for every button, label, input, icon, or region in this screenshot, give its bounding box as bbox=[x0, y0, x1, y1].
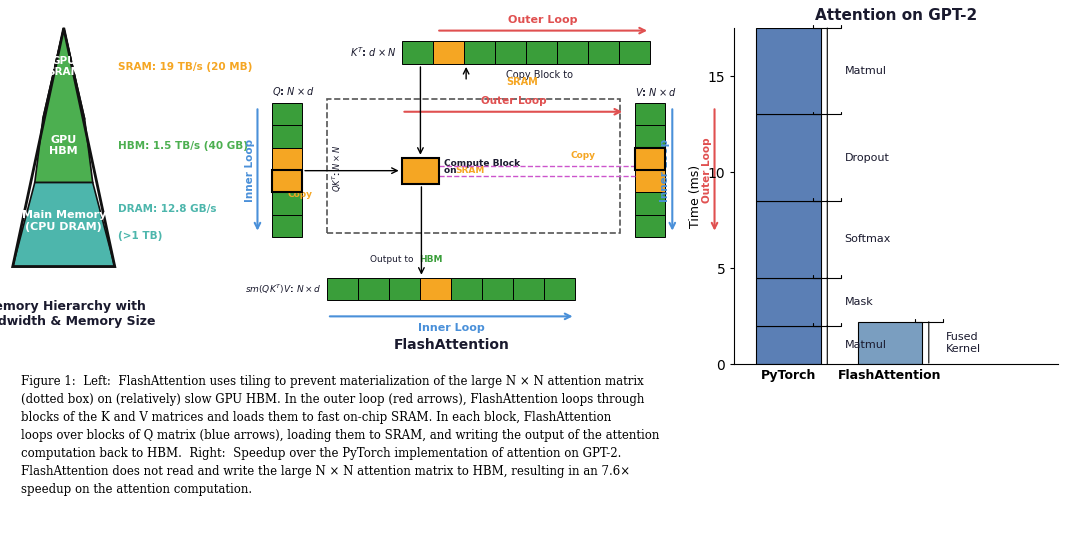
Text: DRAM: 12.8 GB/s: DRAM: 12.8 GB/s bbox=[118, 204, 217, 214]
Bar bbox=[402, 41, 433, 64]
Bar bbox=[272, 103, 302, 125]
Text: HBM: HBM bbox=[419, 255, 443, 264]
Bar bbox=[635, 214, 665, 237]
Text: $V$: $N\times d$: $V$: $N\times d$ bbox=[635, 86, 676, 97]
Text: Copy: Copy bbox=[287, 190, 312, 199]
Text: SRAM: 19 TB/s (20 MB): SRAM: 19 TB/s (20 MB) bbox=[118, 62, 253, 72]
Bar bbox=[635, 192, 665, 214]
Text: Figure 1:  Left:  FlashAttention uses tiling to prevent materialization of the l: Figure 1: Left: FlashAttention uses tili… bbox=[22, 375, 660, 496]
Text: Matmul: Matmul bbox=[845, 66, 887, 76]
Text: Outer Loop: Outer Loop bbox=[509, 15, 578, 25]
Text: $K^T$: $d\times N$: $K^T$: $d\times N$ bbox=[351, 45, 396, 59]
Polygon shape bbox=[43, 28, 84, 119]
Bar bbox=[756, 325, 821, 364]
Text: Mask: Mask bbox=[845, 297, 874, 307]
Bar bbox=[272, 192, 302, 214]
Bar bbox=[544, 278, 576, 301]
Text: Memory Hierarchy with
Bandwidth & Memory Size: Memory Hierarchy with Bandwidth & Memory… bbox=[0, 300, 156, 328]
Text: SRAM: SRAM bbox=[505, 77, 538, 87]
Bar bbox=[635, 148, 665, 170]
Text: Softmax: Softmax bbox=[845, 234, 891, 244]
Text: GPU
SRAM: GPU SRAM bbox=[46, 56, 81, 77]
Bar bbox=[635, 170, 665, 192]
Text: $sm(QK^T)V$: $N\times d$: $sm(QK^T)V$: $N\times d$ bbox=[245, 282, 322, 296]
Bar bbox=[272, 170, 302, 192]
Text: Outer Loop: Outer Loop bbox=[702, 137, 712, 203]
Bar bbox=[463, 41, 495, 64]
Text: Copy: Copy bbox=[570, 151, 595, 160]
Polygon shape bbox=[35, 28, 93, 183]
Bar bbox=[495, 41, 526, 64]
Bar bbox=[756, 278, 821, 325]
Text: GPU
HBM: GPU HBM bbox=[50, 135, 78, 156]
Text: FlashAttention: FlashAttention bbox=[393, 338, 509, 352]
Text: Matmul: Matmul bbox=[845, 340, 887, 350]
Text: Compute Block: Compute Block bbox=[444, 159, 519, 168]
Bar bbox=[526, 41, 557, 64]
Y-axis label: Time (ms): Time (ms) bbox=[689, 165, 702, 227]
Bar bbox=[402, 157, 438, 184]
Text: (>1 TB): (>1 TB) bbox=[118, 231, 163, 241]
Bar bbox=[557, 41, 588, 64]
Text: on: on bbox=[444, 166, 459, 175]
Bar bbox=[451, 278, 483, 301]
Text: Outer Loop: Outer Loop bbox=[481, 96, 546, 106]
Bar bbox=[420, 278, 451, 301]
Text: Inner Loop: Inner Loop bbox=[660, 138, 670, 202]
Bar bbox=[588, 41, 619, 64]
Text: Fused
Kernel: Fused Kernel bbox=[946, 332, 982, 354]
Bar bbox=[858, 322, 922, 364]
Bar bbox=[756, 28, 821, 114]
Title: Attention on GPT-2: Attention on GPT-2 bbox=[815, 8, 977, 22]
Bar bbox=[756, 201, 821, 278]
Bar bbox=[327, 278, 359, 301]
Text: Inner Loop: Inner Loop bbox=[245, 138, 255, 202]
Bar bbox=[272, 148, 302, 170]
Text: Output to: Output to bbox=[370, 255, 417, 264]
Text: $Q$: $N\times d$: $Q$: $N\times d$ bbox=[272, 85, 315, 97]
Text: Inner Loop: Inner Loop bbox=[418, 324, 485, 333]
Bar bbox=[327, 100, 620, 234]
Text: SRAM: SRAM bbox=[455, 166, 485, 175]
Text: $QK^T$: $N\times N$: $QK^T$: $N\times N$ bbox=[330, 144, 343, 192]
Bar bbox=[635, 125, 665, 148]
Bar bbox=[635, 103, 665, 125]
Bar bbox=[389, 278, 420, 301]
Text: HBM: 1.5 TB/s (40 GB): HBM: 1.5 TB/s (40 GB) bbox=[118, 141, 248, 151]
Bar bbox=[483, 278, 513, 301]
Bar bbox=[635, 148, 665, 170]
Bar bbox=[433, 41, 463, 64]
Bar bbox=[619, 41, 650, 64]
Text: Copy Block to: Copy Block to bbox=[505, 69, 576, 80]
Bar bbox=[513, 278, 544, 301]
Text: Main Memory
(CPU DRAM): Main Memory (CPU DRAM) bbox=[22, 211, 106, 232]
Bar bbox=[272, 170, 302, 192]
Bar bbox=[756, 114, 821, 201]
Bar bbox=[359, 278, 389, 301]
Bar bbox=[272, 214, 302, 237]
Bar bbox=[272, 125, 302, 148]
Text: Dropout: Dropout bbox=[845, 153, 890, 162]
Polygon shape bbox=[13, 183, 114, 267]
